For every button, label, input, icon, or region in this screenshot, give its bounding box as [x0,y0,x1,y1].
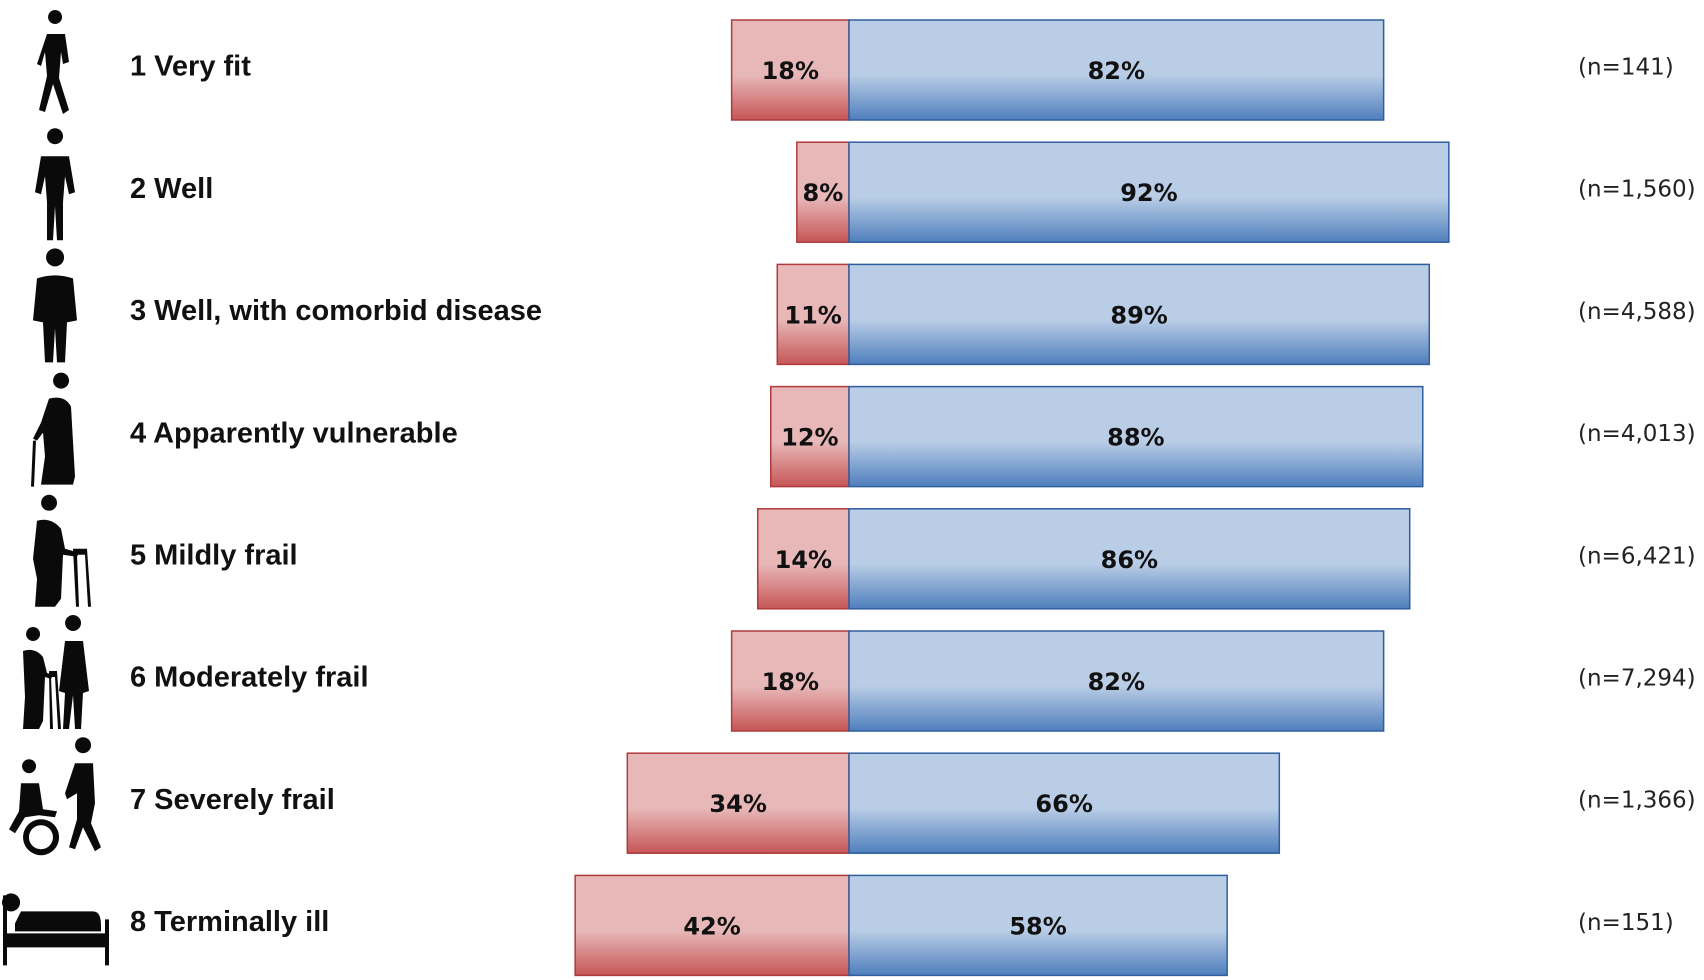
bar-right [848,630,1385,732]
bars: 18% 82% 8% 92% 11% 89% 12% 88% 14% 86% 18% 82% 34% 66… [574,19,1450,977]
bar-right-label: 82% [1088,668,1145,696]
bar-right [848,385,1424,488]
person-with-cane-icon [31,372,75,487]
sample-size-label: (n=4,013) [1578,421,1696,447]
bar-right [848,263,1431,366]
bar-right-label: 82% [1088,57,1145,85]
category-label: 7 Severely frail [130,784,335,816]
bar-right-label: 88% [1107,424,1164,452]
bar-right [848,508,1411,610]
category-label: 5 Mildly frail [130,539,298,571]
bar-left [626,752,850,854]
bar-right-label: 89% [1110,301,1167,329]
category-label: 2 Well [130,173,213,205]
bar-left-label: 8% [803,179,844,207]
icons-layer [2,10,109,966]
bar-left [574,874,850,977]
bar-left-label: 34% [709,790,766,818]
person-in-bed-icon [2,893,109,966]
bar-left-label: 11% [784,301,841,329]
bar-right [848,752,1281,854]
bar-left-label: 42% [683,912,740,940]
runner-icon [37,10,69,114]
bar-left [776,263,850,366]
bar-right-label: 92% [1120,179,1177,207]
wheelchair-with-helper-icon [9,737,101,856]
bar-right [848,19,1385,121]
bar-left-label: 18% [762,57,819,85]
category-label: 1 Very fit [130,51,251,83]
sample-size-label: (n=7,294) [1578,666,1696,692]
bar-left [770,385,850,488]
sample-size-label: (n=4,588) [1578,299,1696,325]
sample-size-label: (n=141) [1578,55,1674,81]
sample-size-label: (n=1,366) [1578,788,1696,814]
sample-size-label: (n=1,560) [1578,177,1696,203]
bar-right [848,141,1450,243]
walking-man-icon [35,128,75,241]
standing-man-icon [33,248,77,363]
bar-right-label: 86% [1101,546,1158,574]
category-label: 4 Apparently vulnerable [130,417,458,449]
category-label: 6 Moderately frail [130,662,369,694]
bar-right-label: 58% [1009,912,1066,940]
category-label: 8 Terminally ill [130,906,329,938]
bar-right-label: 66% [1035,790,1092,818]
bar-left [756,508,850,610]
bar-left [730,19,850,121]
sample-size-label: (n=151) [1578,910,1674,936]
person-with-walker-and-helper-icon [23,615,89,729]
bar-left-label: 14% [775,546,832,574]
bar-left [796,141,850,243]
category-label: 3 Well, with comorbid disease [130,295,542,327]
bar-right [848,874,1228,977]
bar-left-label: 12% [781,424,838,452]
category-labels: 1 Very fit 2 Well 3 Well, with comorbid di… [130,51,542,938]
sample-size-labels: (n=141) (n=1,560) (n=4,588) (n=4,013) (n=6,4… [1578,55,1696,936]
person-with-walker-icon [33,494,91,607]
sample-size-label: (n=6,421) [1578,543,1696,569]
bar-left-label: 18% [762,668,819,696]
